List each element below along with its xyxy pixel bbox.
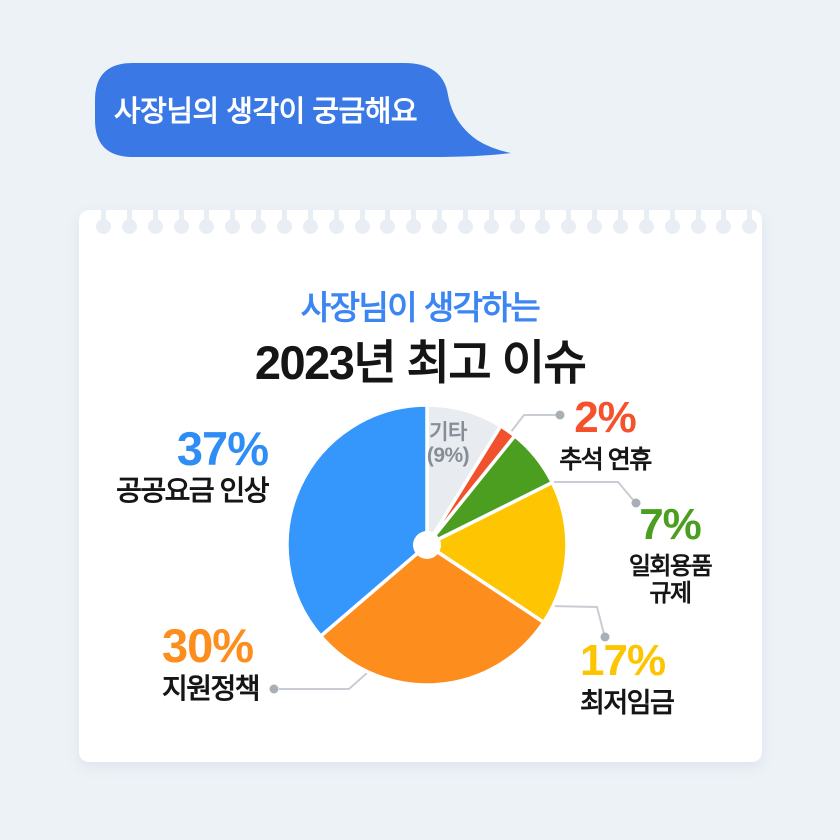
chart-subtitle: 사장님이 생각하는 bbox=[300, 289, 541, 326]
callout-disposables-name-line2: 규제 bbox=[649, 580, 692, 607]
chart-title: 2023년 최고 이슈 bbox=[254, 336, 587, 389]
callout-holiday-pct: 2% bbox=[574, 393, 637, 442]
perforation-hole bbox=[173, 210, 189, 237]
perforation-hole bbox=[716, 210, 732, 237]
perforation-hole bbox=[535, 210, 551, 237]
perforation-hole bbox=[457, 210, 473, 237]
perforation-hole bbox=[225, 210, 241, 237]
leader-dot-disposables bbox=[631, 498, 641, 508]
callout-utilities: 37% 공공요금 인상 bbox=[90, 422, 269, 506]
pie-center-hole bbox=[413, 531, 441, 559]
perforation-hole bbox=[276, 210, 292, 237]
pie-label-etc-name: 기타 bbox=[429, 421, 467, 444]
callout-holiday: 2% 추석 연휴 bbox=[549, 396, 661, 473]
perforation-hole bbox=[432, 210, 448, 237]
perforation-hole bbox=[613, 210, 628, 237]
speech-bubble bbox=[95, 63, 511, 157]
perforation-hole bbox=[380, 210, 396, 237]
callout-utilities-name: 공공요금 인상 bbox=[116, 475, 269, 506]
perforation-hole bbox=[328, 210, 344, 237]
pie-slice-policy bbox=[318, 543, 546, 687]
perforation-hole bbox=[690, 210, 706, 237]
callout-holiday-name: 추석 연휴 bbox=[559, 446, 652, 474]
pie-label-etc: 기타 (9%) bbox=[404, 421, 492, 467]
callout-minwage-name: 최저임금 bbox=[580, 688, 675, 718]
pie-chart bbox=[285, 403, 569, 687]
perforation-hole bbox=[302, 210, 318, 237]
leader-line-holiday bbox=[506, 414, 556, 438]
perforation-hole bbox=[483, 210, 499, 237]
perforation-hole bbox=[664, 210, 680, 237]
speech-bubble-text: 사장님의 생각이 궁금해요 bbox=[114, 96, 418, 128]
pie-slice-minwage bbox=[425, 480, 569, 625]
callout-disposables-pct: 7% bbox=[639, 500, 702, 549]
perforation-hole bbox=[121, 210, 137, 237]
perforation-hole bbox=[587, 210, 603, 237]
perforation-hole bbox=[509, 210, 525, 237]
leader-line-minwage bbox=[548, 605, 605, 635]
perforation-row bbox=[79, 210, 762, 240]
leader-dot-policy bbox=[269, 684, 279, 694]
pie-label-etc-pct: (9%) bbox=[426, 444, 470, 467]
leader-dot-minwage bbox=[600, 632, 610, 642]
perforation-hole bbox=[96, 210, 111, 237]
callout-disposables-name-line1: 일회용품 bbox=[628, 553, 713, 580]
pie-slice-utilities bbox=[285, 403, 429, 638]
callout-disposables: 7% 일회용품 규제 bbox=[614, 500, 726, 608]
perforation-hole bbox=[561, 210, 577, 237]
callout-minwage: 17% 최저임금 bbox=[580, 636, 675, 718]
callout-policy-name: 지원정책 bbox=[162, 673, 261, 704]
leader-dot-holiday bbox=[555, 410, 565, 420]
perforation-hole bbox=[251, 210, 267, 237]
callout-minwage-pct: 17% bbox=[580, 636, 666, 685]
perforation-hole bbox=[199, 210, 215, 237]
perforation-hole bbox=[742, 210, 758, 237]
callout-utilities-pct: 37% bbox=[176, 422, 269, 475]
perforation-hole bbox=[354, 210, 370, 237]
speech-bubble-shape bbox=[95, 63, 511, 157]
perforation-hole bbox=[638, 210, 654, 237]
perforation-hole bbox=[406, 210, 422, 237]
leader-line-disposables bbox=[547, 481, 635, 502]
callout-policy: 30% 지원정책 bbox=[162, 619, 261, 704]
perforation-hole bbox=[147, 210, 163, 237]
callout-policy-pct: 30% bbox=[162, 619, 254, 672]
